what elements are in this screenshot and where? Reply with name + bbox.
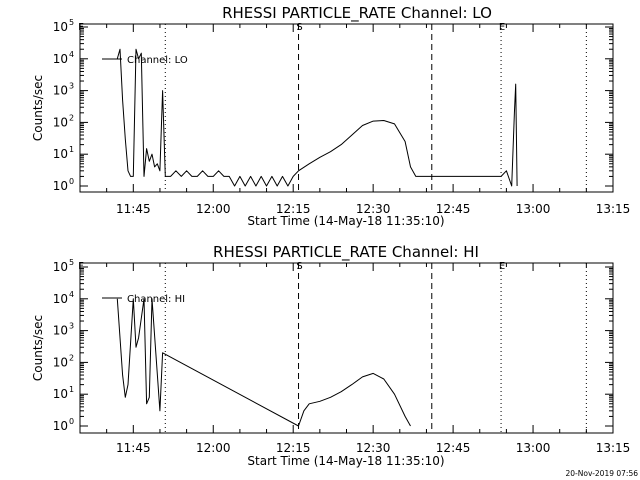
lo-x-tick-label: 12:30 [356,202,391,216]
hi-chart-title: RHESSI PARTICLE_RATE Channel: HI [213,243,479,262]
hi-marker-label: E [499,261,505,272]
lo-x-ticks: 11:45 12:00 12:15 12:30 12:45 13:00 13:15 [79,24,631,216]
lo-x-axis-label: Start Time (14-May-18 11:35:10) [247,214,444,228]
lo-y-tick-label: 10 [53,52,68,66]
hi-y-tick-label: 10 [53,292,68,306]
lo-y-tick-exponent: 1 [69,145,74,154]
hi-y-tick-exponent: 1 [69,385,74,394]
hi-x-ticks: 11:45 12:00 12:15 12:30 12:45 13:00 13:15 [79,263,631,455]
hi-y-tick-exponent: 5 [69,258,74,267]
lo-x-tick-label: 12:00 [196,202,231,216]
lo-marker-label: F [78,22,84,33]
hi-x-tick-label: 13:15 [596,441,631,455]
hi-y-tick-label: 10 [53,260,68,274]
hi-series-path [116,298,411,427]
lo-y-tick-exponent: 3 [69,82,74,91]
lo-x-tick-label: 11:45 [116,202,151,216]
hi-x-tick-label: 12:30 [356,441,391,455]
lo-series-line [116,48,518,187]
hi-panel: RHESSI PARTICLE_RATE Channel: HI Counts/… [31,243,630,468]
hi-y-tick-label: 10 [53,387,68,401]
lo-chart-title: RHESSI PARTICLE_RATE Channel: LO [222,4,492,23]
lo-y-axis-label: Counts/sec [31,75,45,141]
lo-x-tick-label: 13:15 [596,202,631,216]
lo-y-tick-label: 10 [53,147,68,161]
lo-series-path [116,48,518,187]
hi-legend: Channel: HI [102,294,185,305]
hi-y-tick-label: 10 [53,355,68,369]
hi-y-axis-label: Counts/sec [31,315,45,381]
lo-x-tick-label: 13:00 [516,202,551,216]
lo-x-tick-label: 12:45 [436,202,471,216]
lo-legend-label: Channel: LO [127,55,188,66]
lo-x-tick-label: 12:15 [276,202,311,216]
hi-x-tick-label: 12:45 [436,441,471,455]
hi-y-tick-exponent: 4 [69,290,74,299]
lo-y-tick-label: 10 [53,179,68,193]
lo-y-tick-exponent: 4 [69,50,74,59]
hi-x-tick-label: 12:15 [276,441,311,455]
footer-timestamp: 20-Nov-2019 07:56 [566,469,639,478]
hi-x-axis-label: Start Time (14-May-18 11:35:10) [247,454,444,468]
hi-y-tick-exponent: 0 [69,417,74,426]
lo-marker-label: E [499,22,505,33]
lo-y-tick-label: 10 [53,84,68,98]
hi-legend-label: Channel: HI [127,294,185,305]
lo-y-tick-label: 10 [53,115,68,129]
lo-y-tick-exponent: 0 [69,177,74,186]
hi-series-line [116,298,411,427]
lo-legend: Channel: LO [102,55,188,66]
lo-marker-label: S [296,22,302,33]
hi-y-tick-label: 10 [53,324,68,338]
hi-y-tick-label: 10 [53,419,68,433]
lo-y-tick-label: 10 [53,20,68,34]
hi-marker-label: S [296,261,302,272]
hi-y-tick-exponent: 3 [69,322,74,331]
hi-y-tick-exponent: 2 [69,353,74,362]
hi-x-tick-label: 11:45 [116,441,151,455]
lo-panel: RHESSI PARTICLE_RATE Channel: LO Counts/… [31,4,630,228]
lo-y-tick-exponent: 5 [69,18,74,27]
lo-y-tick-exponent: 2 [69,113,74,122]
hi-x-tick-label: 13:00 [516,441,551,455]
hi-marker-label: F [78,261,84,272]
hi-x-tick-label: 12:00 [196,441,231,455]
